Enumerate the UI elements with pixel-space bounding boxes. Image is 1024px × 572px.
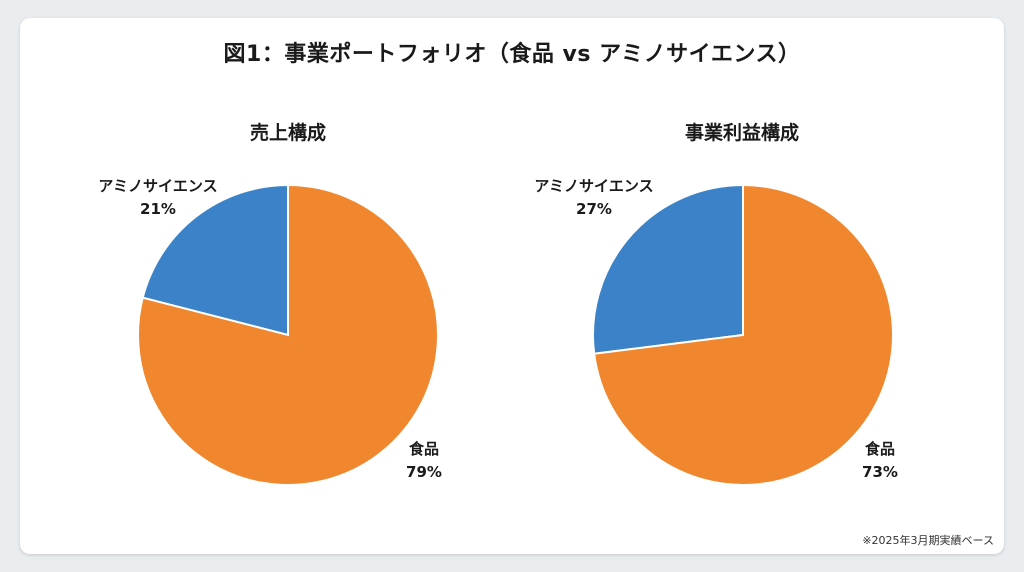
slice-name-amino-sales: アミノサイエンス	[98, 177, 218, 195]
slice-value-food-profit: 73%	[862, 463, 898, 481]
pie-slice-food-sales	[137, 183, 439, 486]
pie-chart-sales	[137, 183, 439, 486]
slice-value-amino-sales: 21%	[140, 200, 176, 218]
pie-title-sales: 売上構成	[249, 122, 326, 144]
slice-label-amino-profit: アミノサイエンス 27%	[474, 175, 714, 221]
pie-slice-amino-profit	[592, 183, 744, 355]
pie-title-profit: 事業利益構成	[684, 122, 799, 144]
slice-value-food-sales: 79%	[406, 463, 442, 481]
slice-name-food-profit: 食品	[864, 440, 895, 458]
slice-label-food-sales: 食品 79%	[304, 438, 544, 484]
slice-label-food-profit: 食品 73%	[760, 438, 1000, 484]
pie-slice-food-profit	[593, 183, 894, 486]
footnote: ※2025年3月期実績ベース	[862, 534, 994, 547]
pie-slice-amino-sales	[141, 183, 289, 337]
pie-chart-profit	[592, 183, 894, 486]
figure-title: 図1：事業ポートフォリオ（食品 vs アミノサイエンス）	[223, 42, 801, 67]
slice-name-amino-profit: アミノサイエンス	[534, 177, 654, 195]
slice-value-amino-profit: 27%	[576, 200, 612, 218]
slice-label-amino-sales: アミノサイエンス 21%	[38, 175, 278, 221]
slice-name-food-sales: 食品	[408, 440, 439, 458]
